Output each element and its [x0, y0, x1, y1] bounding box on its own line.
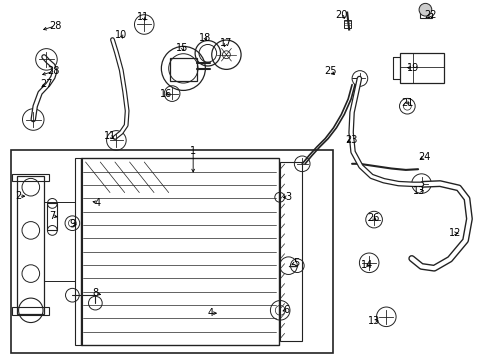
Bar	[47, 203, 57, 230]
Bar	[170, 58, 197, 81]
Text: 5: 5	[292, 258, 298, 268]
Circle shape	[418, 3, 431, 16]
Text: 11: 11	[103, 131, 116, 141]
Bar	[419, 13, 431, 18]
Text: 22: 22	[423, 10, 436, 20]
Text: 18: 18	[199, 33, 211, 43]
Text: 4: 4	[207, 308, 213, 318]
Bar	[11, 150, 332, 353]
Text: 21: 21	[400, 98, 413, 108]
Text: 17: 17	[219, 38, 232, 48]
Text: 13: 13	[412, 186, 425, 196]
Text: 4: 4	[95, 198, 101, 208]
Text: 20: 20	[334, 10, 347, 20]
Text: 19: 19	[406, 63, 419, 73]
Text: 12: 12	[447, 228, 460, 238]
Text: 10: 10	[115, 30, 127, 40]
Text: 15: 15	[176, 43, 188, 53]
Text: 25: 25	[323, 66, 336, 76]
Text: 28: 28	[47, 66, 60, 76]
Text: 13: 13	[367, 316, 380, 327]
Bar	[343, 20, 350, 28]
Text: 27: 27	[40, 78, 53, 89]
Text: 28: 28	[49, 21, 61, 31]
Text: 16: 16	[160, 89, 172, 99]
Text: 8: 8	[92, 288, 98, 298]
Bar	[17, 176, 44, 314]
Text: 2: 2	[16, 191, 21, 201]
Text: 11: 11	[137, 12, 149, 22]
Bar	[81, 158, 278, 345]
Text: 26: 26	[366, 213, 379, 223]
Text: 24: 24	[417, 152, 430, 162]
Bar	[279, 162, 301, 341]
Text: 23: 23	[344, 135, 357, 145]
Text: 14: 14	[360, 260, 372, 270]
Text: 9: 9	[69, 219, 75, 229]
Text: 7: 7	[49, 211, 55, 221]
Text: 3: 3	[285, 192, 291, 202]
Bar	[12, 307, 49, 315]
Bar	[75, 158, 82, 345]
Bar	[12, 174, 49, 181]
Text: 1: 1	[190, 146, 196, 156]
Text: 6: 6	[283, 305, 288, 315]
